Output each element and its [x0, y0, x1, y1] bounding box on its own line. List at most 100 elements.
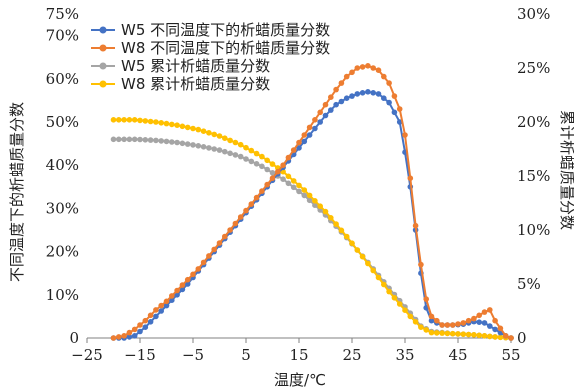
data-point [147, 137, 154, 143]
data-point [126, 329, 133, 336]
data-point [184, 124, 191, 131]
data-point [116, 136, 122, 143]
data-point [296, 182, 302, 189]
data-point [328, 215, 334, 221]
data-point [487, 307, 493, 313]
data-point [211, 146, 217, 152]
data-point [338, 227, 345, 234]
data-point [142, 118, 149, 124]
data-point [280, 176, 286, 182]
data-point [169, 293, 175, 299]
data-point [131, 117, 138, 123]
data-point [418, 261, 424, 268]
data-point [206, 253, 212, 259]
right-y-tick-label: 30% [517, 5, 550, 23]
data-point [317, 203, 324, 209]
data-point [142, 137, 149, 143]
data-point [116, 334, 122, 340]
data-point [423, 327, 430, 333]
data-point [476, 312, 483, 319]
series-lines [110, 63, 514, 341]
data-point [492, 317, 498, 324]
right-y-tick-label: 15% [517, 167, 550, 185]
data-point [179, 123, 186, 130]
data-point [333, 221, 339, 227]
data-point [131, 326, 138, 333]
data-point [492, 334, 498, 340]
data-point [359, 90, 366, 96]
data-point [312, 202, 318, 208]
data-point [428, 317, 435, 324]
data-point [407, 313, 414, 320]
data-point [502, 333, 509, 339]
x-tick-label: −5 [182, 346, 204, 364]
data-point [259, 188, 265, 194]
data-point [110, 335, 117, 341]
legend-item: W8 累计析蜡质量分数 [91, 75, 270, 93]
data-point [243, 207, 249, 214]
data-point [227, 150, 233, 157]
x-tick-label: 45 [448, 346, 467, 364]
data-point [508, 335, 514, 341]
data-point [296, 188, 302, 195]
data-point [476, 332, 483, 339]
data-point [343, 73, 350, 80]
data-point [460, 320, 467, 326]
data-point [328, 107, 334, 113]
data-point [285, 173, 292, 180]
data-point [365, 63, 371, 69]
data-point [137, 328, 143, 335]
x-tick-label: −25 [71, 346, 103, 364]
data-point [248, 147, 255, 154]
data-point [412, 222, 419, 229]
data-point [338, 80, 345, 86]
data-point [158, 302, 164, 309]
data-point [195, 266, 202, 272]
data-point [354, 91, 361, 97]
data-point [184, 276, 191, 283]
data-point [253, 194, 260, 201]
data-point [428, 313, 435, 320]
x-tick-label: 5 [241, 346, 251, 364]
data-point [322, 101, 329, 108]
left-y-tick-label: 30% [46, 199, 79, 217]
data-point [222, 135, 228, 141]
right-y-tick-label: 25% [517, 59, 550, 77]
left-y-tick-label: 40% [46, 156, 79, 174]
data-point [492, 326, 498, 333]
data-point [343, 95, 350, 101]
data-point [110, 136, 117, 143]
data-point [216, 240, 223, 246]
data-point [434, 317, 440, 324]
data-point [338, 98, 345, 105]
data-point [365, 260, 371, 267]
data-point [200, 259, 207, 266]
data-point [285, 180, 292, 187]
data-point [137, 136, 143, 143]
data-point [296, 145, 302, 151]
data-point [174, 122, 180, 128]
data-point [174, 292, 180, 298]
data-point [190, 271, 196, 278]
data-point [301, 138, 308, 145]
data-point [147, 319, 154, 325]
data-point [158, 138, 164, 144]
data-point [216, 147, 223, 153]
data-point [184, 281, 191, 287]
data-point [137, 322, 143, 328]
data-point [290, 184, 297, 191]
data-point [317, 119, 324, 125]
data-point [275, 168, 281, 175]
data-point [465, 317, 472, 324]
legend-marker [99, 44, 107, 52]
data-point [487, 333, 493, 340]
data-point [248, 201, 255, 207]
x-tick-label: −15 [124, 346, 156, 364]
data-point [370, 267, 377, 274]
right-y-axis-title: 累计析蜡质量分数 [558, 110, 574, 230]
data-point [179, 282, 186, 288]
data-point [301, 192, 308, 199]
data-point [333, 86, 339, 93]
data-point [322, 112, 329, 119]
